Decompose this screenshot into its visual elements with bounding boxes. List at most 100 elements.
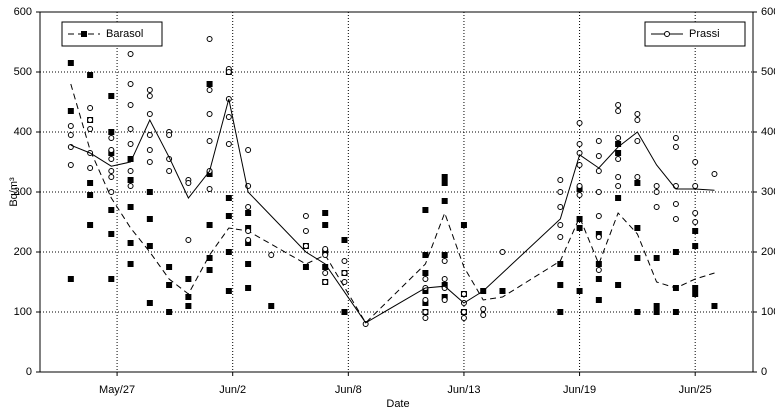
data-point (557, 234, 564, 240)
data-point (595, 267, 602, 273)
data-point (146, 93, 153, 99)
series-line (70, 98, 715, 324)
data-point (206, 111, 213, 117)
data-point (225, 213, 232, 219)
data-point (206, 267, 213, 273)
data-point (692, 159, 699, 165)
data-point (87, 180, 94, 186)
data-point (460, 291, 467, 297)
data-point (108, 135, 115, 141)
data-point (653, 255, 660, 261)
y2-tick-label: 300 (761, 186, 775, 198)
y-tick-label: 100 (14, 306, 32, 318)
plot-frame (39, 11, 754, 373)
data-point (422, 252, 429, 258)
data-point (595, 168, 602, 174)
y-tick-label: 400 (14, 126, 32, 138)
data-point (225, 288, 232, 294)
data-point (87, 165, 94, 171)
data-point (634, 138, 641, 144)
data-point (322, 246, 329, 252)
data-point (108, 156, 115, 162)
data-point (225, 69, 232, 75)
data-point (225, 195, 232, 201)
series-line (70, 83, 715, 324)
x-axis-label: Date (386, 398, 409, 410)
data-point (634, 111, 641, 117)
data-point (634, 117, 641, 123)
data-point (127, 168, 134, 174)
data-point (322, 222, 329, 228)
data-point (206, 222, 213, 228)
legend-label: Prassi (689, 28, 720, 40)
data-point (127, 183, 134, 189)
data-point (67, 123, 74, 129)
y2-tick-label: 600 (761, 6, 775, 18)
x-tick-label: Jun/25 (679, 384, 712, 396)
data-point (245, 237, 252, 243)
data-point (108, 129, 115, 135)
data-point (653, 183, 660, 189)
data-point (595, 138, 602, 144)
data-point (67, 162, 74, 168)
data-point (225, 114, 232, 120)
data-point (595, 297, 602, 303)
data-point (711, 303, 718, 309)
data-point (692, 243, 699, 249)
data-point (441, 252, 448, 258)
data-point (127, 51, 134, 57)
data-point (441, 174, 448, 180)
y-tick-label: 600 (14, 6, 32, 18)
y2-tick-label: 0 (761, 366, 767, 378)
data-point (576, 225, 583, 231)
data-point (166, 132, 173, 138)
data-point (653, 204, 660, 210)
data-point (441, 198, 448, 204)
legend-marker (81, 31, 87, 37)
data-point (127, 141, 134, 147)
data-point (499, 288, 506, 294)
data-point (576, 216, 583, 222)
data-point (166, 309, 173, 315)
data-point (302, 243, 309, 249)
data-point (634, 255, 641, 261)
data-point (108, 231, 115, 237)
data-point (302, 264, 309, 270)
data-point (185, 276, 192, 282)
data-point (146, 111, 153, 117)
data-point (245, 261, 252, 267)
data-point (341, 270, 348, 276)
data-point (322, 270, 329, 276)
data-point (692, 291, 699, 297)
data-point (480, 312, 487, 318)
data-point (127, 261, 134, 267)
y-tick-label: 500 (14, 66, 32, 78)
data-point (499, 249, 506, 255)
data-point (322, 210, 329, 216)
data-point (341, 279, 348, 285)
data-point (441, 297, 448, 303)
data-point (557, 222, 564, 228)
data-point (615, 150, 622, 156)
data-point (595, 234, 602, 240)
data-point (557, 309, 564, 315)
data-point (185, 237, 192, 243)
data-point (653, 309, 660, 315)
data-point (185, 303, 192, 309)
y2-tick-label: 100 (761, 306, 775, 318)
data-point (146, 243, 153, 249)
data-point (595, 213, 602, 219)
data-point (615, 141, 622, 147)
data-point (422, 309, 429, 315)
data-point (127, 126, 134, 132)
data-point (615, 108, 622, 114)
data-point (67, 60, 74, 66)
y-axis-label: Bq/m³ (8, 177, 20, 207)
data-point (441, 258, 448, 264)
data-point (653, 189, 660, 195)
data-point (87, 117, 94, 123)
data-point (460, 222, 467, 228)
data-point (87, 105, 94, 111)
data-point (711, 171, 718, 177)
data-point (108, 189, 115, 195)
